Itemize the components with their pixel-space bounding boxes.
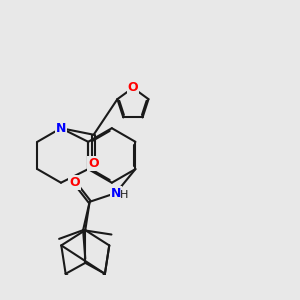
Text: H: H — [120, 190, 128, 200]
Text: O: O — [128, 81, 138, 94]
Text: N: N — [111, 187, 121, 200]
Text: N: N — [56, 122, 66, 135]
Text: O: O — [69, 176, 80, 189]
Text: O: O — [88, 157, 99, 169]
